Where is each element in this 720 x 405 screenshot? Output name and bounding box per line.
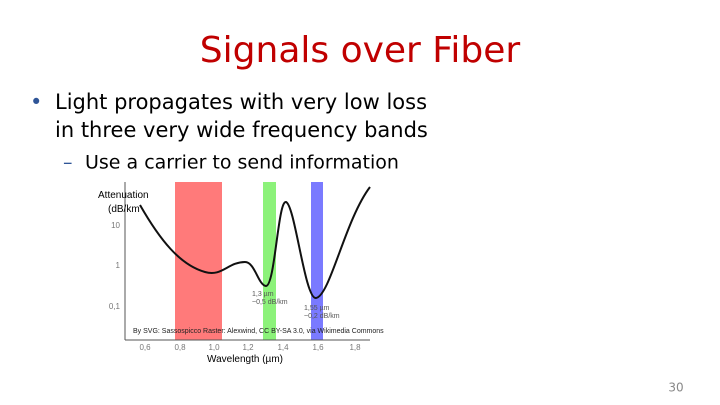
x-label: Wavelength (µm) [207,354,283,365]
page-number: 30 [668,381,683,395]
annotation: 1,55 µm [304,305,330,312]
bullet-marker: • [30,90,42,114]
y-tick-label: 10 [111,221,120,230]
x-tick-label: 0,8 [174,343,186,352]
y-tick-label: 1 [116,261,121,270]
attenuation-curve [139,186,371,300]
annotation: ~0,5 dB/km [252,299,288,306]
bullet-text: in three very wide frequency bands [55,118,428,142]
credit: By SVG: Sassospicco Raster: Alexwind, CC… [133,328,384,335]
x-tick-label: 1,4 [277,343,289,352]
annotation: ~0,2 dB/km [304,313,340,320]
annotation: 1,3 µm [252,291,274,298]
y-label: Attenuation [98,190,149,201]
figure: Attenuation (dB/km 10 1 0,1 0,6 0,8 1,0 … [98,182,384,365]
x-tick-label: 1,6 [312,343,324,352]
bullet-text: Light propagates with very low loss [55,90,427,114]
x-tick-label: 1,8 [349,343,361,352]
slide-title: Signals over Fiber [200,30,521,71]
band-blue [311,182,323,340]
y-label: (dB/km [108,204,140,215]
y-tick-label: 0,1 [109,302,121,311]
band-green [263,182,276,340]
sub-bullet-marker: – [63,152,73,174]
x-tick-label: 1,0 [208,343,220,352]
sub-bullet-text: Use a carrier to send information [85,152,399,174]
x-tick-label: 0,6 [139,343,151,352]
x-tick-label: 1,2 [242,343,254,352]
